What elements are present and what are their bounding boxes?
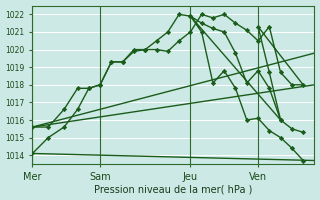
X-axis label: Pression niveau de la mer( hPa ): Pression niveau de la mer( hPa ) (94, 184, 252, 194)
